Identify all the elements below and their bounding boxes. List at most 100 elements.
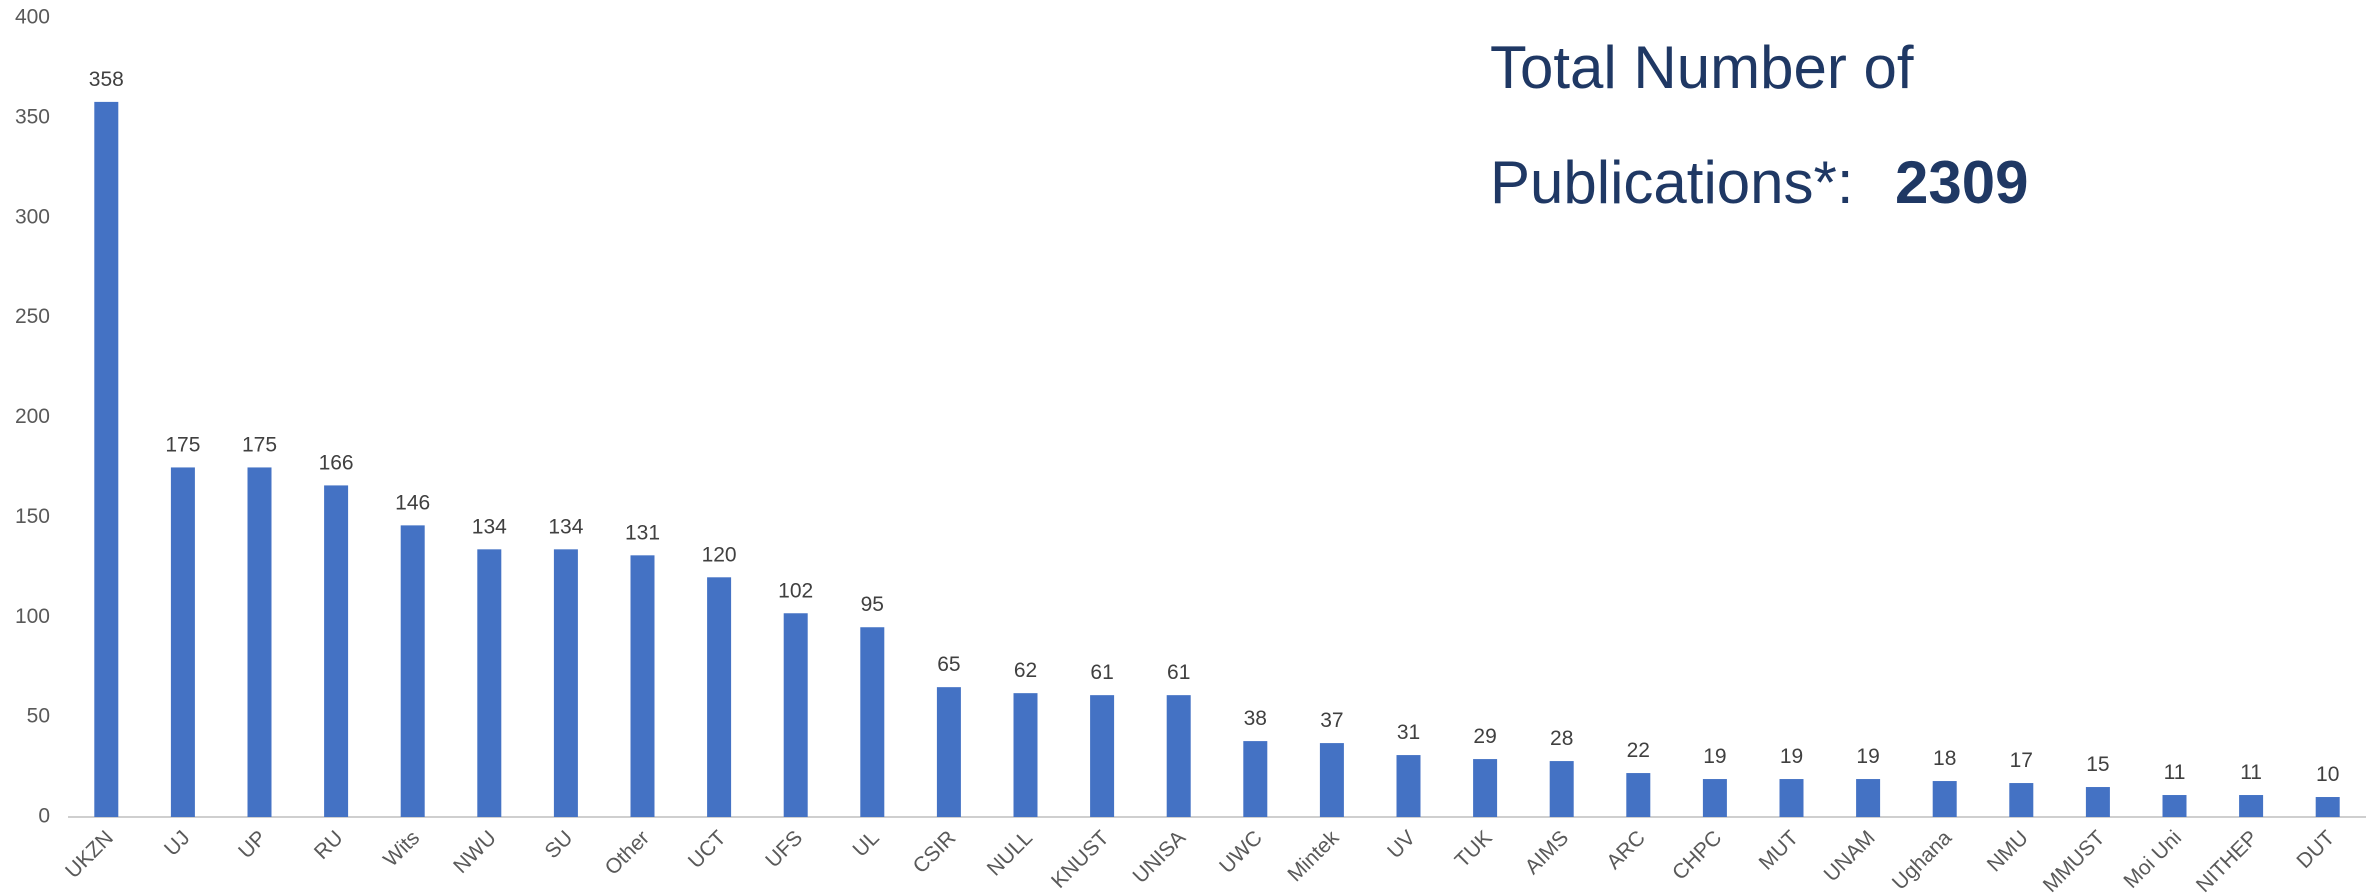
bar	[400, 525, 425, 817]
bar	[2085, 787, 2110, 817]
data-label: 29	[1473, 725, 1496, 748]
bar	[247, 467, 272, 817]
bar	[324, 485, 349, 817]
bar	[1932, 781, 1957, 817]
bar	[1779, 779, 1804, 817]
data-label: 175	[165, 433, 200, 456]
data-label: 11	[2164, 761, 2186, 784]
x-tick-label: MUT	[1755, 826, 1804, 875]
data-label: 175	[242, 433, 277, 456]
x-tick-label: UP	[234, 826, 271, 863]
y-tick-label: 250	[15, 305, 50, 328]
data-label: 61	[1090, 661, 1113, 684]
data-label: 134	[472, 515, 507, 538]
x-tick-label: UNISA	[1129, 826, 1191, 888]
bar	[1166, 695, 1191, 817]
data-label: 17	[2010, 749, 2033, 772]
data-label: 10	[2316, 763, 2339, 786]
y-tick-label: 100	[15, 605, 50, 628]
x-tick-label: KNUST	[1047, 826, 1114, 893]
bar	[1702, 779, 1727, 817]
data-label: 134	[548, 515, 583, 538]
bar	[1396, 755, 1421, 817]
x-tick-label: UKZN	[61, 826, 118, 883]
data-label: 31	[1397, 721, 1420, 744]
x-tick-label: UWC	[1215, 826, 1267, 878]
data-label: 37	[1320, 709, 1343, 732]
x-tick-label: UNAM	[1820, 826, 1880, 886]
data-label: 166	[319, 451, 354, 474]
bar	[1626, 773, 1651, 817]
bar	[1243, 741, 1268, 817]
bar	[2162, 795, 2187, 817]
bar	[1856, 779, 1881, 817]
data-label: 62	[1014, 659, 1037, 682]
y-tick-label: 400	[15, 6, 50, 29]
data-label: 65	[937, 653, 960, 676]
data-label: 15	[2086, 753, 2109, 776]
y-tick-label: 350	[15, 105, 50, 128]
bar	[170, 467, 195, 817]
x-tick-label: Moi Uni	[2119, 826, 2186, 893]
x-tick-label: MMUST	[2039, 826, 2110, 893]
y-tick-label: 0	[38, 805, 50, 828]
x-tick-label: Mintek	[1283, 826, 1343, 886]
bar	[630, 555, 655, 817]
data-label: 11	[2240, 761, 2262, 784]
y-tick-label: 300	[15, 205, 50, 228]
bar	[94, 101, 119, 817]
data-label: 61	[1167, 661, 1190, 684]
bar	[477, 549, 502, 817]
x-tick-label: Other	[601, 826, 654, 879]
y-tick-label: 150	[15, 505, 50, 528]
annotation-line: Publications*:	[1490, 149, 1854, 216]
data-label: 95	[861, 593, 884, 616]
x-tick-label: Wits	[379, 826, 424, 871]
bar	[1473, 759, 1498, 817]
x-tick-label: SU	[541, 826, 578, 863]
annotation-line: Total Number of	[1490, 34, 1914, 101]
data-label: 38	[1244, 707, 1267, 730]
x-tick-label: UL	[849, 826, 884, 861]
x-tick-label: RU	[310, 826, 348, 864]
bar	[2009, 783, 2034, 817]
data-label: 22	[1627, 739, 1650, 762]
bar	[2315, 797, 2340, 817]
bar	[2239, 795, 2264, 817]
x-tick-label: NITHEP	[2192, 826, 2263, 893]
data-label: 19	[1856, 745, 1879, 768]
y-tick-label: 200	[15, 405, 50, 428]
bar	[707, 577, 732, 817]
data-label: 18	[1933, 747, 1956, 770]
bar	[553, 549, 578, 817]
bar	[1090, 695, 1115, 817]
data-label: 19	[1703, 745, 1726, 768]
data-label: 358	[89, 68, 124, 91]
x-tick-label: NULL	[983, 826, 1037, 880]
x-tick-label: TUK	[1451, 826, 1497, 872]
x-tick-label: AIMS	[1521, 826, 1574, 879]
x-tick-label: CSIR	[909, 826, 961, 878]
x-tick-label: UCT	[684, 826, 731, 873]
data-label: 102	[778, 579, 813, 602]
y-tick-label: 50	[27, 705, 50, 728]
bar	[936, 687, 961, 817]
bar	[1549, 761, 1574, 817]
data-label: 131	[625, 521, 660, 544]
x-tick-label: UV	[1383, 826, 1420, 863]
data-label: 146	[395, 491, 430, 514]
bar	[1319, 743, 1344, 817]
x-tick-label: UFS	[761, 826, 807, 872]
total-value: 2309	[1895, 149, 2028, 216]
x-tick-label: CHPC	[1668, 826, 1726, 884]
data-label: 19	[1780, 745, 1803, 768]
data-label: 28	[1550, 727, 1573, 750]
x-tick-label: NWU	[449, 826, 501, 878]
x-tick-label: DUT	[2292, 826, 2339, 873]
bar	[1013, 693, 1038, 817]
x-tick-label: Ughana	[1888, 826, 1957, 893]
bar	[860, 627, 885, 817]
x-tick-label: ARC	[1602, 826, 1650, 874]
